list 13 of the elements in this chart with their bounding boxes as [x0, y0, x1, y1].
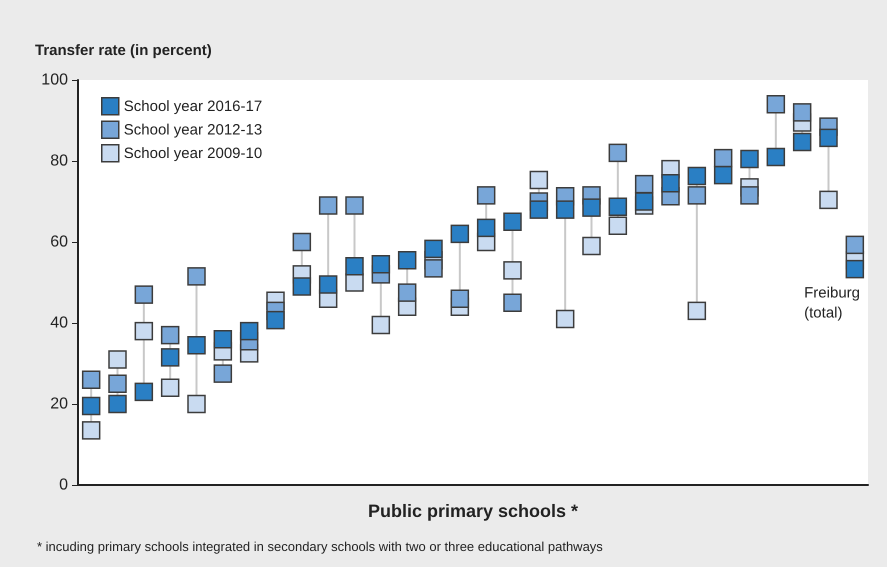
y-tick-label: 40 [50, 314, 68, 332]
text: * incuding primary schools integrated in secondary schools with two or three educational pathways [37, 539, 604, 554]
y-tick-label: 60 [50, 234, 68, 250]
legend-label: School year 2009-10 [124, 144, 262, 162]
legend-label: School year 2012-13 [124, 121, 262, 138]
legend-label: School year 2016-17 [124, 98, 262, 115]
x-axis-title: Public primary schools * [368, 501, 578, 521]
y-tick-label: 80 [50, 152, 68, 170]
y-tick-label: 0 [59, 476, 68, 494]
annotation: Freiburg (total) [804, 284, 860, 322]
y-tick-label: 100 [41, 72, 68, 88]
y-tick-label: 20 [50, 396, 68, 412]
y-axis-title: Transfer rate (in percent) [35, 42, 212, 59]
